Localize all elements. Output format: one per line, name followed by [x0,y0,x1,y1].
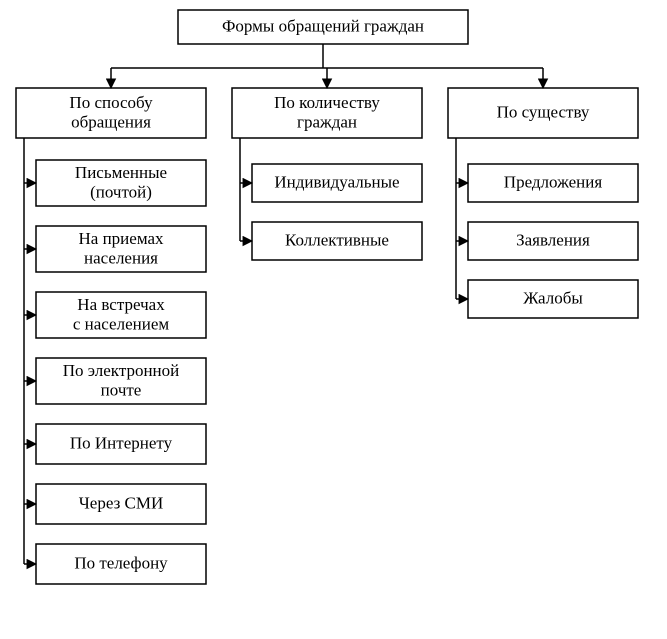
branch-quantity-label: По количеству [274,93,380,112]
item-method-1-label: На приемах [79,229,165,248]
item-method-6-label: По телефону [74,554,168,573]
branch-quantity-label: граждан [297,112,357,131]
item-method-3-label: почте [101,380,142,399]
root-node-label: Формы обращений граждан [222,17,424,36]
branch-essence-label: По существу [497,103,590,122]
item-method-5-label: Через СМИ [79,494,164,513]
item-essence-2-label: Жалобы [523,289,583,308]
item-method-2-label: На встречах [77,295,165,314]
branch-method-label: По способу [69,93,153,112]
branch-method-label: обращения [71,112,151,131]
item-method-0-label: Письменные [75,163,167,182]
item-method-0-label: (почтой) [90,182,152,201]
item-quantity-1-label: Коллективные [285,231,389,250]
item-essence-1-label: Заявления [516,231,590,250]
item-method-3-label: По электронной [63,361,180,380]
hierarchy-diagram: Формы обращений граждан По способуобращен… [0,0,667,634]
item-method-4-label: По Интернету [70,434,173,453]
item-method-2-label: с населением [73,314,170,333]
item-essence-0-label: Предложения [504,173,603,192]
item-quantity-0-label: Индивидуальные [274,173,399,192]
item-method-1-label: населения [84,248,158,267]
